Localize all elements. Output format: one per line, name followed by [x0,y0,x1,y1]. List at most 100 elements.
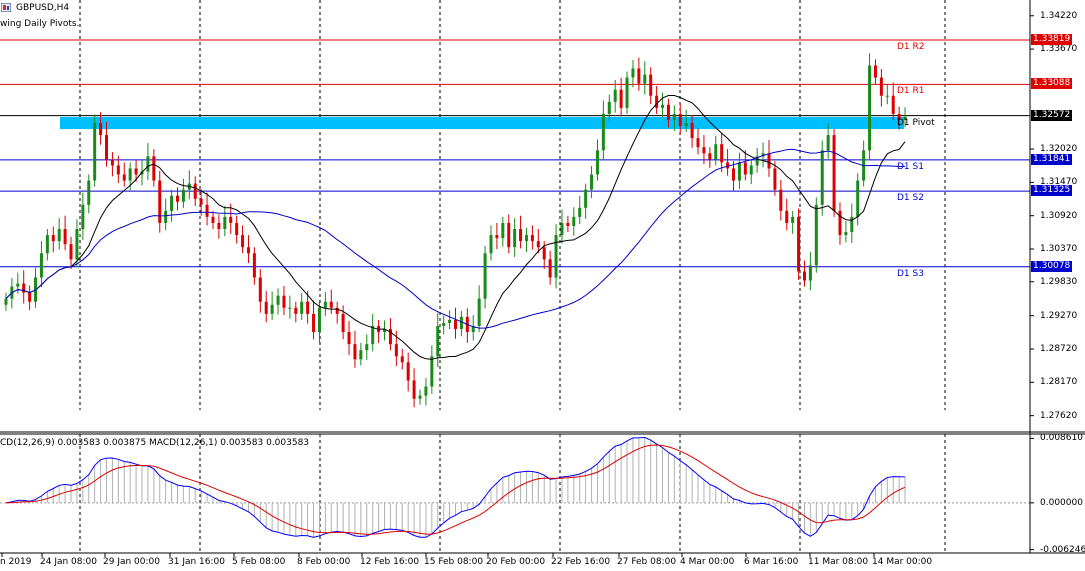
candle-body [891,95,895,114]
candle-body [335,307,339,314]
candle-body [832,135,836,211]
highlight-zone [60,116,904,130]
candle-body [424,386,428,396]
symbol-icon [1,3,11,12]
level-price-tag: 1.33088 [1031,78,1073,90]
candle-body [235,222,239,236]
price-tick-label: 1.29270 [1040,310,1078,321]
macd-line [5,436,906,538]
candle-body [785,210,789,223]
candle-body [501,222,505,239]
candle-body [329,301,333,308]
candle-body [323,301,327,308]
candle-body [241,235,245,248]
candle-body [702,147,706,154]
candle-body [643,74,647,84]
candle-body [306,301,310,314]
candle-body [223,216,227,230]
date-tick-label: 5 Feb 08:00 [232,557,286,567]
candle-body [554,235,558,278]
candle-body [39,253,43,278]
candle-body [471,325,475,333]
symbol-label: GBPUSD,H4 [16,3,70,13]
candle-body [619,89,623,108]
date-tick-label: 24 Jan 08:00 [40,557,97,567]
level-price-tag: 1.31325 [1031,185,1073,197]
candle-body [246,247,250,254]
candle-body [341,313,345,333]
grid-lines [79,0,946,553]
candle-body [566,222,570,226]
candle-body [601,113,605,151]
candle-body [655,95,659,108]
level-price-tag: 1.30078 [1031,260,1073,272]
candle-body [879,77,883,96]
candle-body [99,122,103,136]
date-tick-label: 8 Feb 00:00 [297,557,351,567]
candle-body [418,395,422,399]
date-tick-label: 11 Mar 08:00 [808,557,869,567]
date-tick-label: 20 Feb 00:00 [486,557,546,567]
candle-body [436,325,440,357]
candle-body [146,156,150,172]
date-tick-label: 6 Mar 16:00 [744,557,799,567]
candle-body [75,229,79,260]
candle-body [229,216,233,223]
candle-body [873,65,877,78]
candle-body [81,204,85,230]
candle-body [128,168,132,181]
sma-slow-line [5,148,906,329]
candle-body [317,307,321,333]
candle-body [489,235,493,254]
candle-body [122,174,126,181]
candle-body [649,74,653,96]
candle-body [495,235,499,239]
price-tick-label: 1.29830 [1040,276,1078,287]
candle-body [158,180,162,223]
candle-body [767,153,771,169]
candle-body [388,328,392,345]
candle-body [720,144,724,163]
level-label: D1 S3 [897,268,924,279]
candle-body [826,135,830,151]
candle-body [542,247,546,260]
candle-body [714,144,718,160]
candle-body [110,159,114,166]
candle-body [524,235,528,242]
signal-line [5,444,906,535]
candle-body [477,298,481,326]
candle-body [661,104,665,108]
candle-body [294,307,298,314]
candle-body [116,165,120,175]
candle-body [613,89,617,102]
price-tick-label: 1.33670 [1040,44,1078,55]
candle-body [276,295,280,305]
candle-body [170,195,174,211]
candle-body [820,150,824,205]
level-label: D1 Pivot [897,117,935,128]
candle-body [749,165,753,175]
candle-body [16,283,20,287]
candle-body [814,204,818,266]
candle-body [536,241,540,248]
candle-body [802,271,806,281]
candle-body [755,156,759,166]
candle-body [442,322,446,326]
candle-body [164,210,168,223]
candle-body [383,328,387,333]
candle-body [548,259,552,278]
candle-body [850,216,854,233]
candle-body [838,210,842,236]
candle-body [175,195,179,202]
candle-body [365,344,369,351]
candle-body [761,153,765,157]
candle-body [87,180,91,205]
candle-body [134,168,138,175]
price-tick-label: 1.31470 [1040,177,1078,188]
candle-body [264,301,268,314]
candle-body [4,298,8,305]
candle-body [371,325,375,345]
candle-body [28,292,32,302]
candle-body [519,229,523,242]
